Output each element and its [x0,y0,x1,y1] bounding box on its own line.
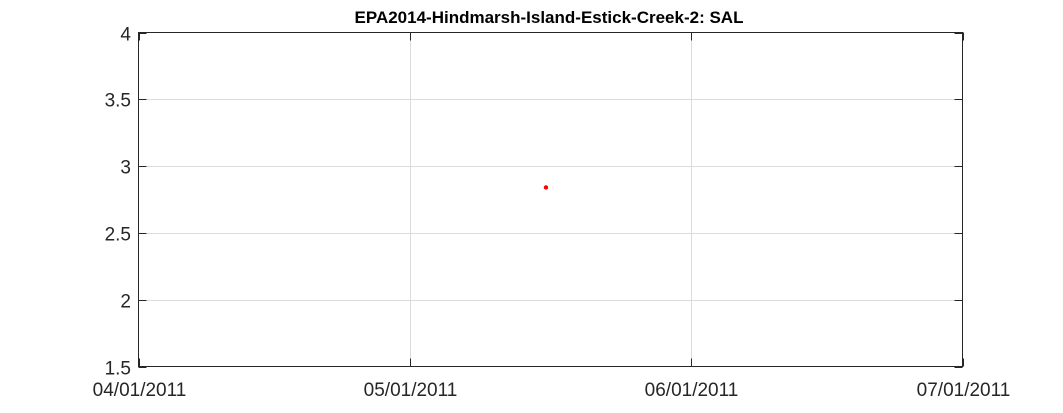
y-tick-label: 4 [120,25,131,46]
tick-labels: 04/01/2011 05/01/2011 06/01/2011 07/01/2011… [93,25,1011,402]
chart-title: EPA2014-Hindmarsh-Island-Estick-Creek-2:… [355,8,744,27]
y-tick-label: 2.5 [105,225,131,246]
y-tick-label: 2 [120,292,131,313]
data-point [543,185,549,190]
x-tick-label: 04/01/2011 [93,380,187,401]
y-tick-label: 3 [120,158,131,179]
data-points [543,185,549,190]
x-tick-label: 06/01/2011 [645,380,739,401]
y-tick-label: 3.5 [105,91,131,112]
x-tick-label: 05/01/2011 [364,380,458,401]
ticks [138,32,964,368]
axes-box [138,32,963,367]
y-tick-label: 1.5 [105,359,131,380]
x-tick-label: 07/01/2011 [917,380,1011,401]
grid [138,32,963,367]
